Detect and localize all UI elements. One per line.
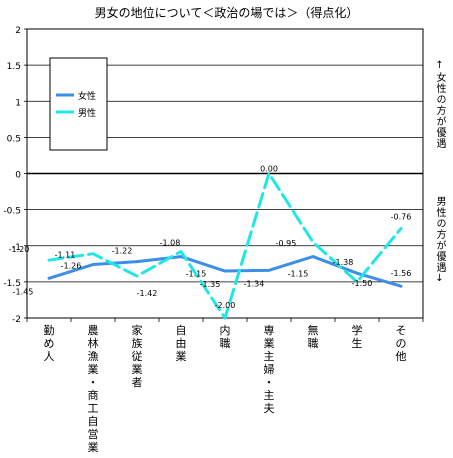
data-label: -1.35 [200,280,221,289]
legend-label: 男性 [78,107,96,119]
x-tick-label-char: 業 [88,363,99,376]
y-tick-label: -1 [12,243,21,253]
y-tick-label: -1.5 [3,279,21,289]
y-tick-label: 0.5 [7,134,21,144]
y-tick-label: 0 [15,171,21,181]
x-tick-label-char: 無 [308,323,319,337]
x-tick-label-char: そ [396,324,407,337]
x-tick-label-char: 学 [352,323,363,337]
data-label: -1.42 [137,289,158,298]
x-tick-label-char: 勤 [44,324,55,337]
side-label-women-favored: ↑女性の方が優遇 [434,60,445,149]
x-tick-label-char: 由 [176,336,187,350]
data-label: -1.45 [13,287,34,296]
x-tick-label-char: ・ [88,376,99,389]
data-label: -1.15 [186,270,207,279]
x-tick-label-char: 業 [264,337,275,350]
x-tick-label-char: 職 [220,337,231,350]
x-tick-label-char: の [396,337,407,350]
x-tick-label-char: 内 [220,323,231,337]
x-tick-label-char: 自 [176,324,187,337]
x-tick-label-char: 自 [88,415,99,428]
y-tick-label: -0.5 [3,207,21,217]
data-label: -1.08 [160,239,181,248]
data-label: -1.50 [352,279,373,288]
x-tick-label-char: 婦 [264,362,275,376]
x-tick-label-char: 人 [44,350,55,363]
data-label: -1.22 [112,247,133,256]
data-label: -1.34 [244,279,265,288]
x-tick-label-char: 従 [132,350,143,363]
data-label: -1.15 [288,270,309,279]
series-line-female [47,255,403,288]
x-tick-label-char: 営 [88,427,99,441]
x-tick-label-char: 工 [88,402,99,415]
x-tick-label-char: 夫 [264,402,275,415]
series-line-male [47,172,403,320]
x-tick-label-char: 農 [88,323,99,337]
side-label-men-favored: 男性の方が優遇↓ [434,196,445,285]
x-tick-label-char: 林 [88,336,99,350]
x-tick-label-char: 専 [264,324,275,337]
x-tick-label-char: 漁 [88,349,99,363]
data-label: -1.26 [61,262,82,271]
x-tick-label-char: 生 [352,336,363,350]
y-tick-label: -2 [12,315,21,325]
y-tick-label: 2 [15,26,21,36]
data-label: 0.00 [260,165,278,174]
x-tick-label-char: 主 [264,350,275,363]
x-tick-label-char: 家 [132,323,143,337]
data-label: -2.00 [215,301,236,310]
chart-title: 男女の地位について＜政治の場では＞（得点化） [94,6,359,20]
data-label: -1.38 [333,258,354,267]
x-tick-label-char: め [44,337,55,350]
x-tick-label-char: 者 [132,376,143,389]
y-tick-label: 1.5 [7,62,21,72]
x-tick-label-char: 族 [132,336,143,350]
data-label: -1.56 [391,269,412,278]
x-tick-label-char: 業 [132,363,143,376]
data-label: -0.95 [276,239,297,248]
x-tick-label-char: 他 [396,350,407,363]
data-label: -1.20 [9,245,30,254]
x-tick-label-char: ・ [264,376,275,389]
y-tick-label: 1 [15,98,21,108]
data-label: -0.76 [391,212,412,221]
legend-box [49,57,108,151]
x-tick-label-char: 職 [308,337,319,350]
x-tick-label-char: 業 [88,441,99,454]
x-tick-label-char: 業 [176,350,187,363]
legend-label: 女性 [78,90,96,102]
data-label: -1.11 [55,251,76,260]
x-tick-label-char: 商 [88,388,99,402]
x-tick-label-char: 主 [264,389,275,402]
